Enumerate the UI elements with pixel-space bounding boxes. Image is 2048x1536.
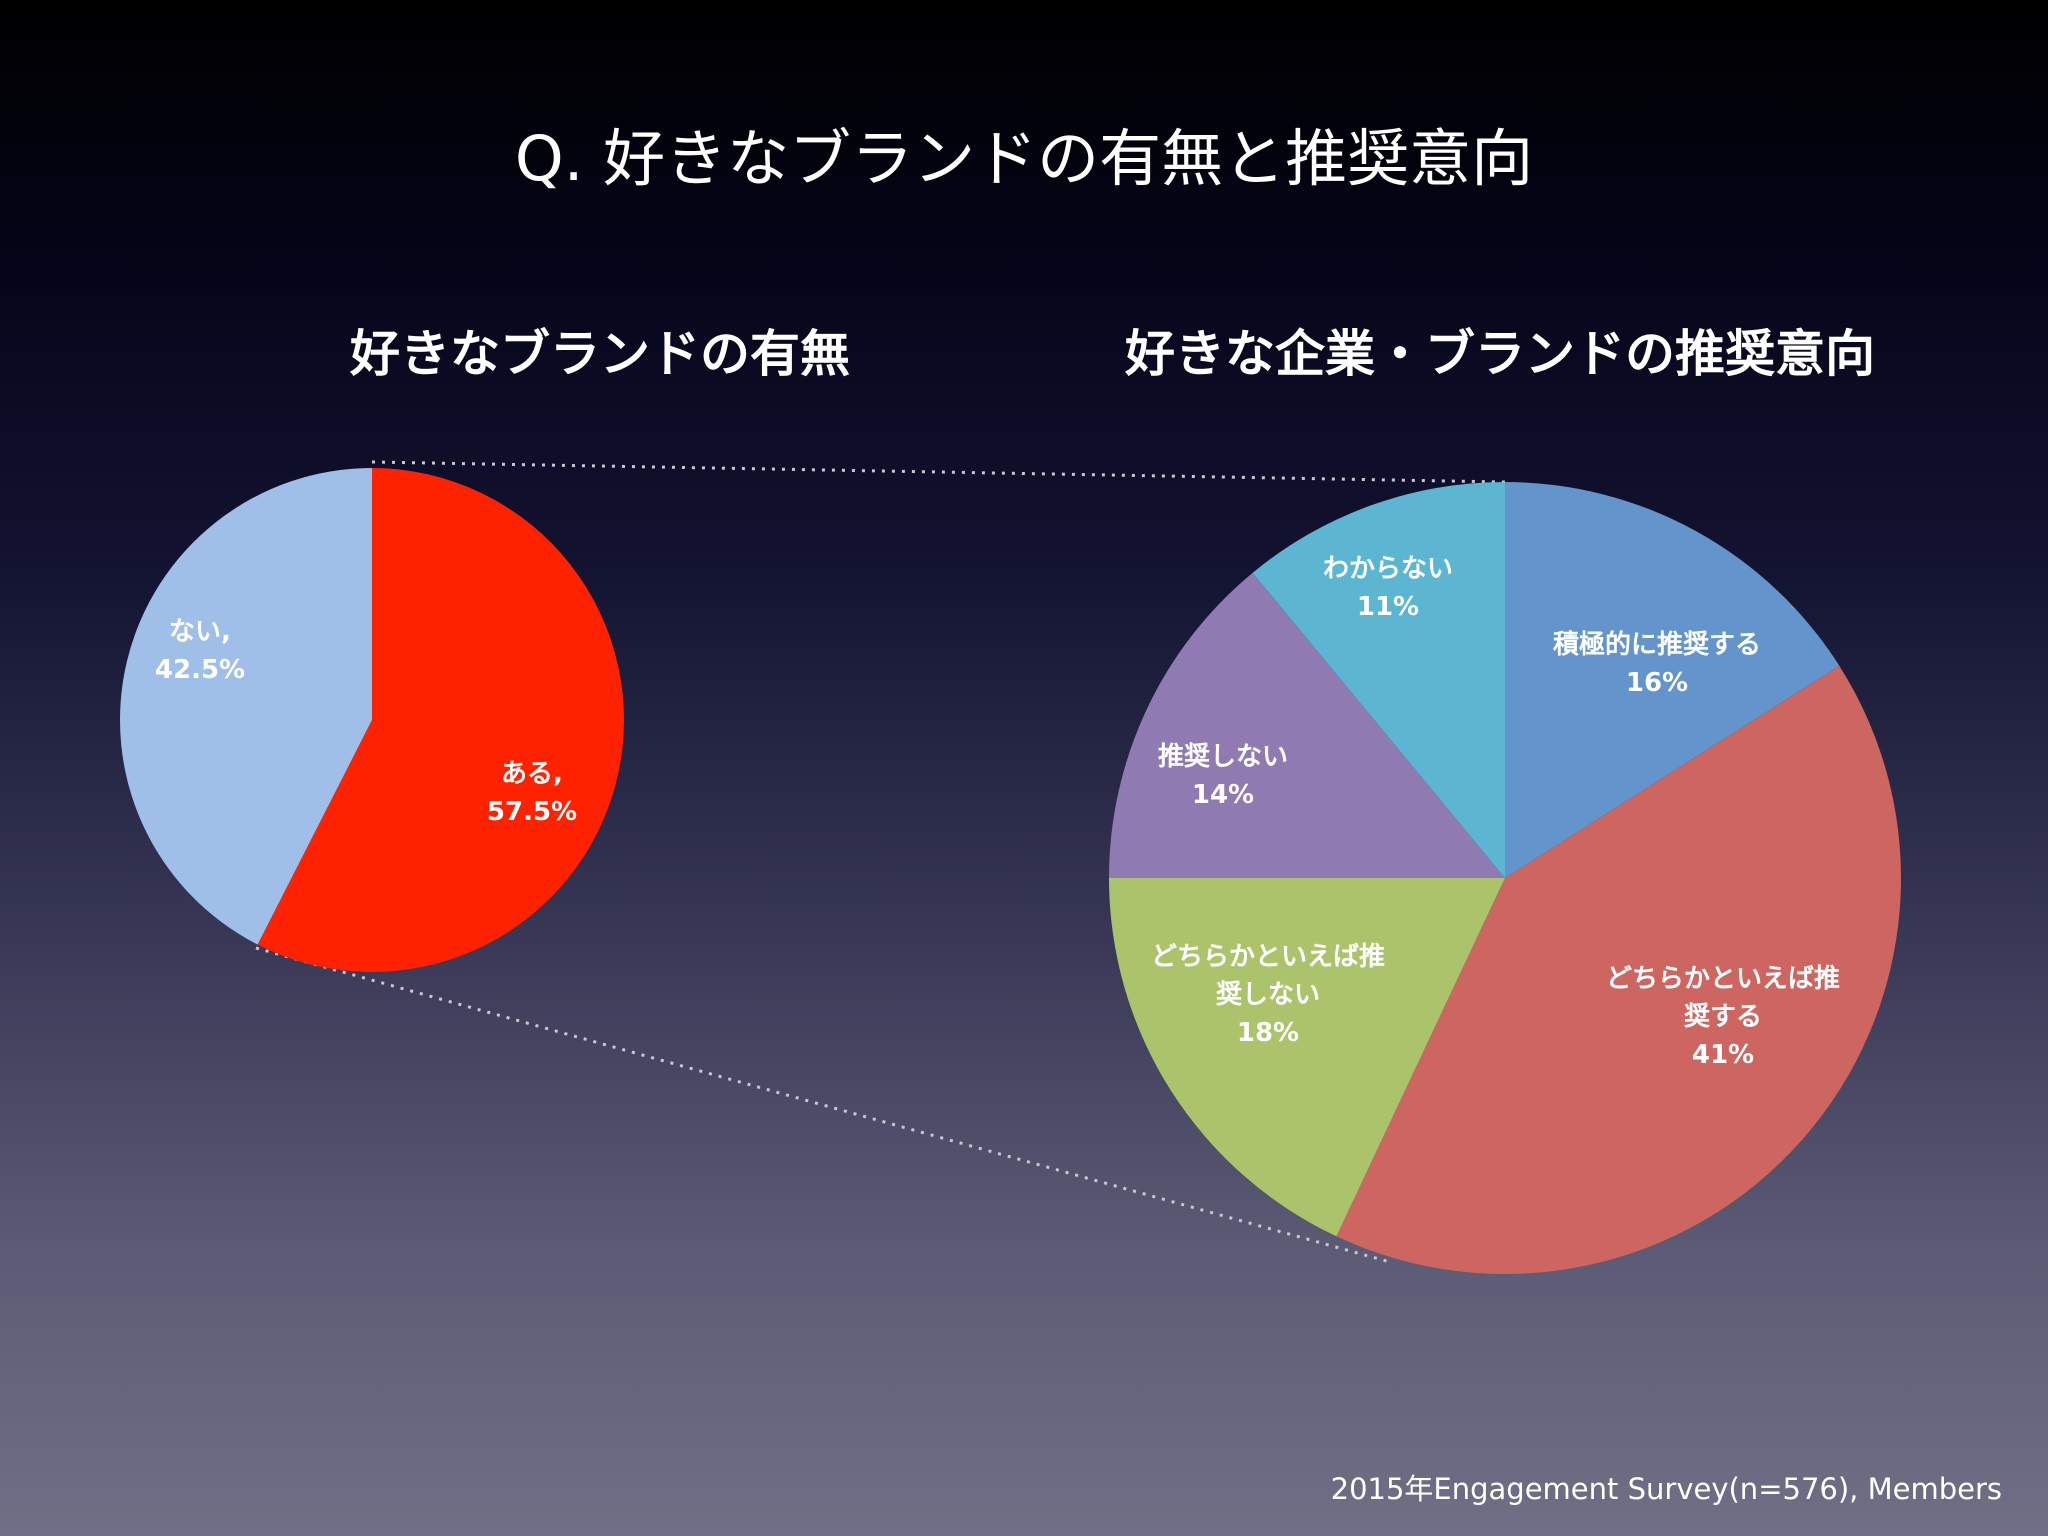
pie2-slice-2 — [1109, 878, 1505, 1237]
pie2-slice-3 — [1109, 572, 1505, 878]
pie-chart-recommendation: 積極的に推奨する 16% どちらかといえば推奨する 41% どちらかといえば推奨しない 1… — [1109, 482, 1901, 1275]
zoom-connectors — [255, 460, 1506, 1264]
pie2-slice-label-0: 積極的に推奨する 16% — [1553, 629, 1761, 698]
chart-title-brand-presence: 好きなブランドの有無 — [350, 325, 850, 383]
pie1-slice-label-0: ある, 57.5% — [487, 759, 577, 827]
chart-title-recommendation: 好きな企業・ブランドの推奨意向 — [1125, 325, 1875, 383]
pie-chart-brand-presence: ある, 57.5% ない, 42.5% — [119, 468, 624, 972]
pie2-slice-label-2: どちらかといえば推奨しない 18% — [1151, 942, 1385, 1048]
pie2-slice-label-1: どちらかといえば推奨する 41% — [1606, 964, 1840, 1070]
slide-title: Q. 好きなブランドの有無と推奨意向 — [514, 122, 1534, 195]
pie2-slice-label-3: 推奨しない 14% — [1158, 742, 1288, 810]
connector-line-0 — [371, 460, 1506, 484]
source-note: 2015年Engagement Survey(n=576), Members — [1330, 1472, 2002, 1506]
pie2-slice-0 — [1505, 482, 1840, 878]
connector-line-1 — [255, 946, 1391, 1264]
pie1-slice-1 — [119, 468, 372, 945]
pie2-slice-1 — [1336, 665, 1901, 1275]
pie2-slice-label-4: わからない 11% — [1323, 554, 1453, 622]
pie2-slice-4 — [1252, 482, 1505, 878]
pie1-slice-0 — [257, 468, 624, 972]
pie1-slice-label-1: ない, 42.5% — [155, 617, 245, 685]
